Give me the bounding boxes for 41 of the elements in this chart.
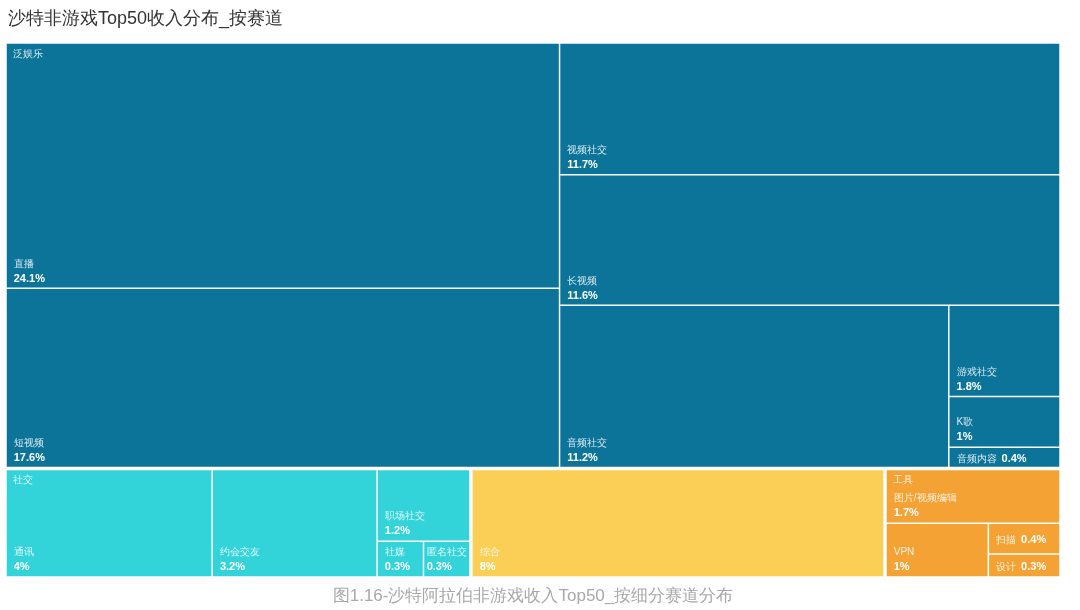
category-label: 视频社交 — [567, 143, 608, 155]
data-label: 11.7% — [567, 157, 599, 170]
data-label: 0.3% — [1021, 560, 1047, 573]
category-label: 综合 — [479, 546, 500, 558]
data-label: 11.2% — [567, 450, 599, 463]
data-label: 17.6% — [13, 450, 46, 463]
category-label: 匿名社交 — [426, 546, 467, 558]
series-label: 社交 — [13, 474, 33, 486]
series-label: 泛娱乐 — [13, 48, 43, 59]
series-label: 工具 — [893, 474, 913, 486]
data-label: 1.2% — [384, 524, 411, 537]
data-label: 1.7% — [893, 506, 920, 519]
data-label: 8% — [479, 560, 496, 573]
data-label: 24.1% — [13, 271, 46, 284]
category-label: 扫描 — [995, 534, 1017, 546]
category-label: 图片/视频编辑 — [893, 492, 957, 504]
data-label: 4% — [13, 560, 30, 573]
category-label: 直播 — [13, 257, 34, 269]
data-label: 0.4% — [1001, 451, 1027, 464]
category-label: VPN — [893, 546, 915, 558]
data-label: 3.2% — [219, 560, 246, 573]
category-label: 音频社交 — [567, 436, 608, 448]
data-label: 0.3% — [426, 560, 452, 573]
category-label: 职场社交 — [384, 510, 425, 522]
data-label: 1% — [956, 430, 973, 443]
data-label: 11.6% — [567, 288, 599, 301]
category-label: 音频内容 — [956, 452, 997, 464]
data-label: 0.4% — [1021, 533, 1047, 546]
category-label: K歌 — [956, 416, 974, 428]
category-label: 长视频 — [567, 274, 598, 286]
text: 沙特非游戏Top50收入分布_按赛道 — [8, 7, 284, 30]
data-label: 0.3% — [384, 560, 411, 573]
category-label: 通讯 — [13, 546, 34, 558]
category-label: 设计 — [996, 561, 1017, 573]
category-label: 社媒 — [384, 546, 405, 558]
data-label: 1.8% — [956, 379, 982, 392]
category-label: 约会交友 — [219, 546, 260, 558]
category-label: 游戏社交 — [956, 365, 997, 377]
caption: 图1.16-沙特阿拉伯非游戏收入Top50_按细分赛道分布 — [331, 585, 735, 607]
category-label: 短视频 — [13, 436, 44, 448]
data-label: 1% — [893, 560, 910, 573]
